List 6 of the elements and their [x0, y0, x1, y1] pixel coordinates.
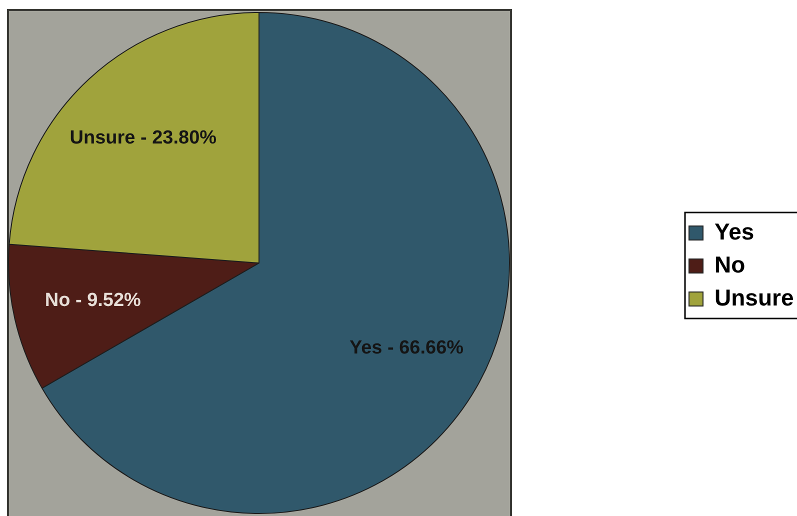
data-label: No ‐ 9.52% [44, 290, 142, 312]
data-label: Yes ‐ 66.66% [349, 337, 464, 358]
legend-label: No [714, 251, 746, 278]
legend-label: Yes [714, 218, 754, 244]
legend-label: Unsure [714, 284, 794, 310]
data-label: Unsure ‐ 23.80% [70, 127, 217, 148]
